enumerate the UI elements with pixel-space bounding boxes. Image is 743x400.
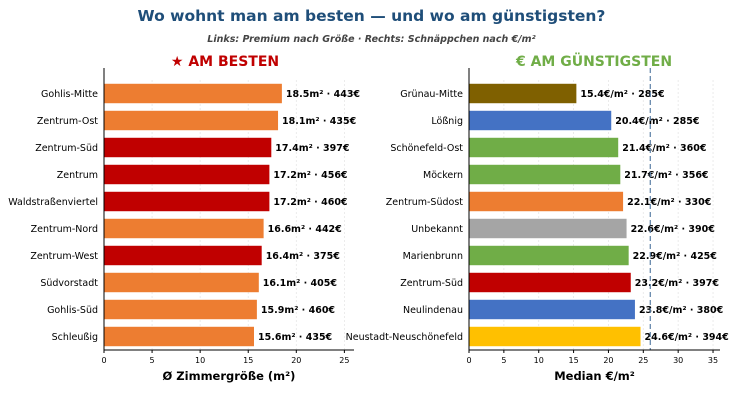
right-data-label: 22.9€/m² · 425€: [633, 251, 717, 262]
right-panel-title: € AM GÜNSTIGSTEN: [515, 52, 672, 70]
right-x-tick-label: 0: [466, 356, 471, 365]
right-data-label: 23.2€/m² · 397€: [635, 278, 719, 289]
left-x-tick-label: 10: [195, 356, 205, 365]
right-x-tick-label: 5: [501, 356, 506, 365]
right-category-label: Lößnig: [431, 116, 463, 127]
left-bar: [104, 245, 262, 266]
right-category-label: Marienbrunn: [403, 251, 463, 262]
right-x-tick-label: 30: [673, 356, 683, 365]
right-bar: [469, 245, 629, 266]
left-category-label: Zentrum-Nord: [31, 224, 98, 235]
left-bar: [104, 299, 257, 320]
right-bar: [469, 218, 627, 239]
right-category-label: Neulindenau: [403, 305, 463, 316]
right-category-label: Zentrum-Südost: [386, 197, 464, 208]
right-category-label: Zentrum-Süd: [400, 278, 463, 289]
left-x-axis-label: Ø Zimmergröße (m²): [163, 369, 296, 383]
left-data-label: 15.9m² · 460€: [261, 305, 335, 316]
left-bar: [104, 218, 264, 239]
right-bar: [469, 110, 612, 131]
left-bar: [104, 83, 282, 104]
right-x-axis-label: Median €/m²: [554, 369, 635, 383]
left-bar: [104, 326, 254, 347]
right-category-label: Unbekannt: [411, 224, 463, 235]
left-data-label: 18.5m² · 443€: [286, 89, 360, 100]
right-x-tick-label: 15: [568, 356, 578, 365]
left-x-tick-label: 25: [339, 356, 349, 365]
right-bar: [469, 299, 635, 320]
right-data-label: 20.4€/m² · 285€: [615, 116, 699, 127]
right-bar: [469, 191, 624, 212]
right-x-tick-label: 10: [534, 356, 544, 365]
right-category-label: Schönefeld-Ost: [390, 143, 463, 154]
left-data-label: 17.4m² · 397€: [275, 143, 349, 154]
page-subtitle: Links: Premium nach Größe · Rechts: Schn…: [207, 34, 536, 45]
right-data-label: 24.6€/m² · 394€: [645, 332, 729, 343]
left-data-label: 15.6m² · 435€: [258, 332, 332, 343]
right-data-label: 23.8€/m² · 380€: [639, 305, 723, 316]
right-data-label: 22.6€/m² · 390€: [631, 224, 715, 235]
right-category-label: Möckern: [423, 170, 463, 181]
left-bar: [104, 191, 270, 212]
right-data-label: 21.4€/m² · 360€: [622, 143, 706, 154]
right-category-label: Grünau-Mitte: [400, 89, 463, 100]
left-data-label: 17.2m² · 460€: [273, 197, 347, 208]
left-x-tick-label: 0: [101, 356, 106, 365]
right-bar: [469, 83, 577, 104]
right-bar: [469, 164, 621, 185]
right-bar: [469, 326, 641, 347]
left-category-label: Gohlis-Süd: [47, 305, 98, 316]
right-x-tick-label: 20: [603, 356, 613, 365]
right-data-label: 15.4€/m² · 285€: [580, 89, 664, 100]
left-data-label: 16.6m² · 442€: [268, 224, 342, 235]
left-category-label: Zentrum-Ost: [37, 116, 98, 127]
left-data-label: 18.1m² · 435€: [282, 116, 356, 127]
left-category-label: Zentrum-West: [30, 251, 98, 262]
left-data-label: 16.1m² · 405€: [263, 278, 337, 289]
right-data-label: 22.1€/m² · 330€: [627, 197, 711, 208]
right-x-tick-label: 35: [708, 356, 718, 365]
left-bar: [104, 110, 279, 131]
left-x-tick-label: 5: [150, 356, 155, 365]
left-category-label: Südvorstadt: [40, 278, 98, 289]
left-x-tick-label: 15: [243, 356, 253, 365]
left-panel-title: ★ AM BESTEN: [171, 54, 279, 70]
right-category-label: Neustadt-Neuschönefeld: [346, 332, 463, 343]
left-category-label: Schleußig: [52, 332, 98, 343]
right-x-tick-label: 25: [638, 356, 648, 365]
left-data-label: 16.4m² · 375€: [266, 251, 340, 262]
left-category-label: Waldstraßenviertel: [8, 197, 98, 208]
left-x-tick-label: 20: [291, 356, 301, 365]
left-category-label: Gohlis-Mitte: [41, 89, 98, 100]
page-title: Wo wohnt man am besten — und wo am günst…: [137, 7, 606, 25]
right-bar: [469, 272, 631, 293]
left-bar: [104, 137, 272, 158]
left-data-label: 17.2m² · 456€: [273, 170, 347, 181]
left-category-label: Zentrum: [57, 170, 98, 181]
right-data-label: 21.7€/m² · 356€: [624, 170, 708, 181]
left-category-label: Zentrum-Süd: [35, 143, 98, 154]
right-bar: [469, 137, 619, 158]
left-bar: [104, 272, 259, 293]
left-bar: [104, 164, 270, 185]
